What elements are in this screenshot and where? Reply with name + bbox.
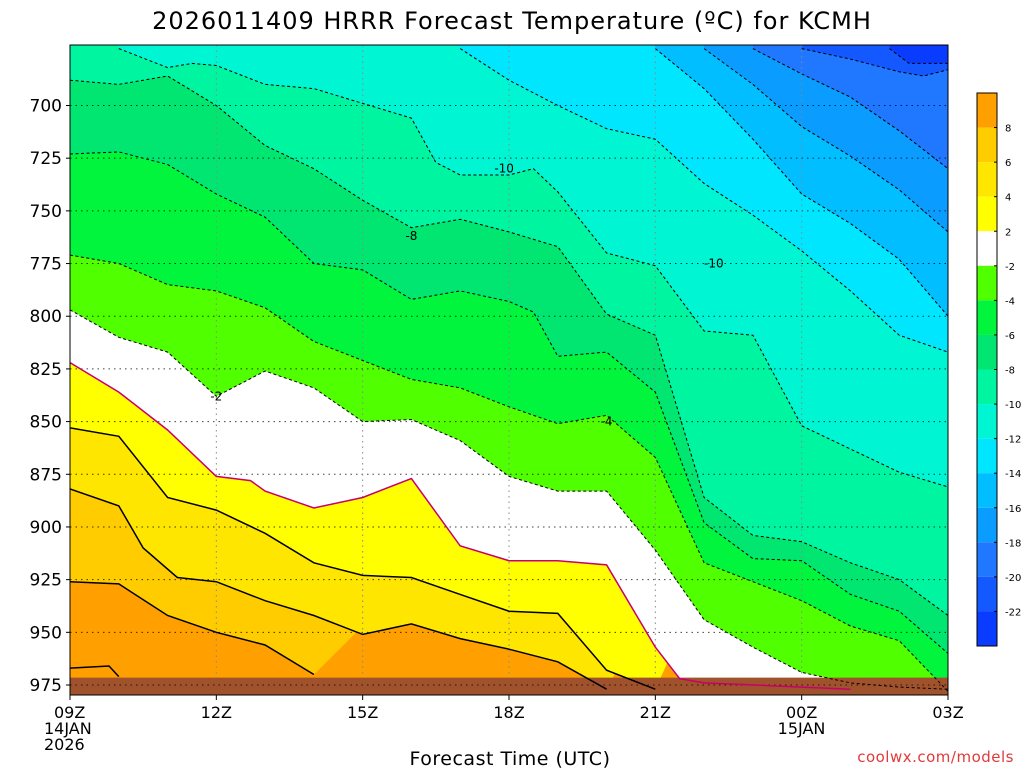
colorbar-label--6: -6 [1005,331,1015,342]
band-fill--24 [889,45,948,64]
colorbar-swatch--14 [977,438,997,474]
colorbar-label-4: 4 [1005,193,1011,204]
x-tick-label-15-1: 15JAN [778,719,826,738]
contour-lines [70,48,948,692]
colorbar-swatch--6 [977,300,997,335]
contour-line-4 [70,488,607,690]
y-tick-label-900: 900 [30,518,62,538]
y-tick-label-875: 875 [30,465,62,485]
contour-line--16 [654,48,948,317]
colorbar-label--16: -16 [1005,504,1021,515]
temperature-filled-bands [70,45,948,695]
contour-line--8 [70,151,948,654]
y-tick-label-775: 775 [30,255,62,275]
colorbar-swatch--24 [977,611,997,646]
colorbar-label--2: -2 [1005,262,1015,273]
contour-labels: -10 -8 -10 -2 -4 [210,162,723,429]
y-tick-label-825: 825 [30,360,62,380]
colorbar-label-2: 2 [1005,227,1011,238]
x-tick-label-6-0: 15Z [347,703,378,722]
y-tick-label-725: 725 [30,149,62,169]
colorbar-label-6: 6 [1005,158,1011,169]
y-axis-ticks: 700 725 750 775 800 825 850 875 900 925 950 975 [30,97,70,696]
colorbar-swatch-4 [977,162,997,197]
contour-label-4: -4 [601,415,613,429]
contour-line--2 [70,361,851,690]
contour-label-3: -2 [210,389,222,403]
contour-line--20 [752,48,948,170]
colorbar-swatch-6 [977,127,997,163]
chart-title: 2026011409 HRRR Forecast Temperature (ºC… [152,7,872,35]
y-tick-label-850: 850 [30,413,62,433]
colorbar-label-8: 8 [1005,124,1011,135]
colorbar-swatch--4 [977,265,997,301]
x-axis-label: Forecast Time (UTC) [410,748,611,768]
colorbar-swatch--10 [977,369,997,405]
contour-line--10 [70,75,948,616]
band-fill--20 [752,45,948,169]
colorbar-label--18: -18 [1005,538,1021,549]
contour-label-2: -10 [704,257,724,271]
contour-line--6 [70,254,948,692]
colorbar-swatch--16 [977,473,997,508]
colorbar-swatch-8 [977,93,997,128]
contour-line--18 [703,48,948,233]
colorbar-label--4: -4 [1005,296,1015,307]
colorbar-swatch--8 [977,334,997,370]
colorbar-swatch-2 [977,196,997,232]
y-tick-label-925: 925 [30,571,62,591]
y-tick-label-750: 750 [30,202,62,222]
x-tick-label-0-2: 2026 [44,735,85,754]
colorbar-swatch--18 [977,507,997,543]
ground-surface [70,677,948,695]
contour-line-2 [70,427,656,690]
colorbar-label--22: -22 [1005,607,1021,618]
colorbar-label--20: -20 [1005,573,1021,584]
contour-line--14 [459,48,948,353]
colorbar-label--14: -14 [1005,469,1021,480]
x-tick-label-0-1: 14JAN [44,719,92,738]
x-tick-label-0-0: 09Z [54,703,85,722]
x-tick-label-18-0: 03Z [932,703,963,722]
y-tick-label-950: 950 [30,623,62,643]
source-credit: coolwx.com/models [857,748,1014,766]
y-tick-label-975: 975 [30,676,62,696]
y-tick-label-800: 800 [30,307,62,327]
colorbar-swatch--22 [977,576,997,612]
ground-layer [70,677,948,695]
x-tick-label-12-0: 21Z [640,703,671,722]
x-tick-label-3-0: 12Z [201,703,232,722]
contour-line--4 [70,309,948,690]
contour-label-1: -8 [405,229,417,243]
contour-line--24 [889,48,948,64]
colorbar-swatch--20 [977,542,997,577]
y-tick-label-700: 700 [30,97,62,117]
colorbar-label--10: -10 [1005,400,1021,411]
x-tick-label-9-0: 18Z [493,703,524,722]
contour-line--12 [118,48,948,488]
contour-line-8 [70,665,120,678]
x-tick-label-15-0: 00Z [786,703,817,722]
colorbar: 8 6 4 2 -2 -4 -6 -8 -10 -12 -14 -16 -18 -20 -22 [976,92,1021,647]
colorbar-label--12: -12 [1005,435,1021,446]
colorbar-label--8: -8 [1005,366,1015,377]
contour-label-0: -10 [494,162,514,176]
colorbar-swatch--12 [977,404,997,439]
contour-line--22 [801,48,948,77]
contour-line-6 [70,580,315,676]
colorbar-swatch--2 [977,231,997,266]
